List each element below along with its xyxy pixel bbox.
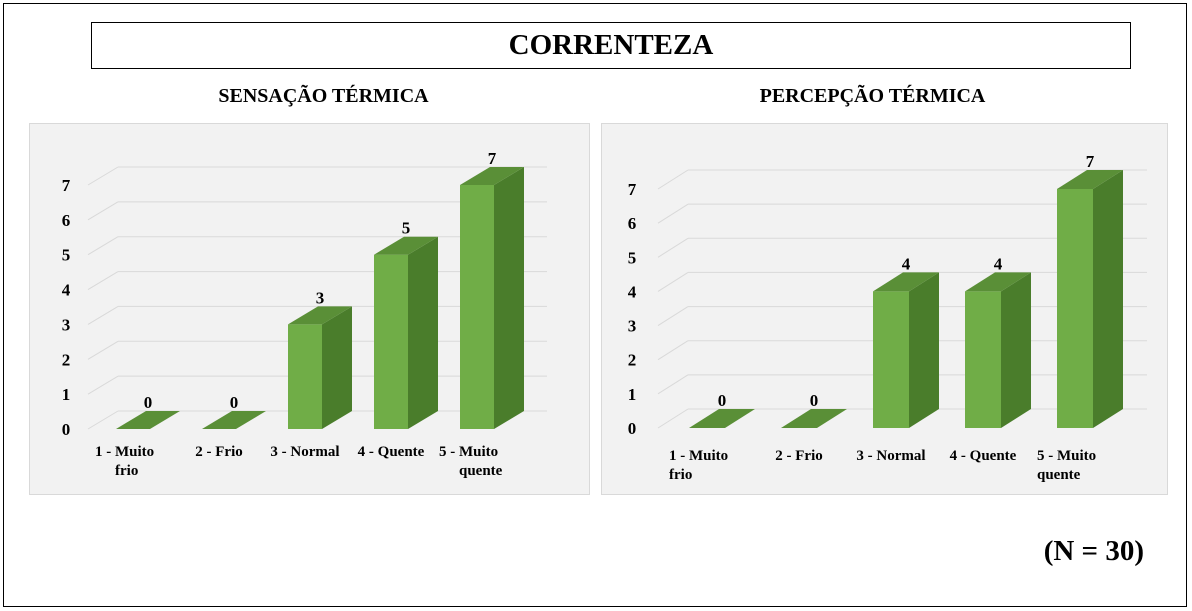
gridline-diag — [657, 306, 689, 326]
y-tick-label: 0 — [62, 420, 71, 439]
gridline-diag — [657, 340, 689, 361]
data-label: 5 — [402, 219, 411, 238]
gridline-diag — [657, 272, 689, 292]
bar-side — [909, 272, 939, 428]
category-label: 5 - Muito quente — [439, 444, 503, 479]
chart-sensacao-termica: 0 1 2 3 4 5 6 7 0 1 - Muito frio 0 2 - Frio 3 3 - Norm… — [29, 123, 590, 495]
gridline-diag — [657, 374, 689, 395]
chart-title-sensacao: SENSAÇÃO TÉRMICA — [218, 85, 429, 107]
bar-top — [1057, 170, 1123, 189]
bar-top — [460, 167, 524, 185]
data-label: 3 — [316, 288, 325, 307]
gridline-diag — [657, 203, 689, 224]
chart-percepcao-svg: 0 1 2 3 4 5 6 7 0 1 - Muito frio 0 2 - Frio 4 3 - Norm… — [628, 152, 1147, 483]
y-tick-label: 5 — [628, 248, 637, 267]
bar-side — [1001, 272, 1031, 428]
bar-side — [1093, 170, 1123, 428]
data-label: 7 — [488, 149, 497, 168]
category-label: 3 - Normal — [856, 448, 925, 464]
gridline-diag — [87, 236, 119, 256]
bar — [288, 324, 322, 429]
y-tick-label: 4 — [62, 281, 71, 300]
y-tick-label: 2 — [62, 350, 71, 369]
gridline-diag — [87, 305, 119, 325]
category-label: 3 - Normal — [270, 444, 339, 460]
category-label: 1 - Muito frio — [95, 444, 154, 479]
y-tick-label: 7 — [628, 180, 637, 199]
gridline-diag — [87, 271, 119, 291]
y-tick-label: 3 — [62, 315, 71, 334]
gridline-diag — [87, 340, 119, 360]
category-label: 4 - Quente — [950, 448, 1017, 464]
bar-flat — [781, 409, 847, 428]
data-label: 0 — [718, 391, 727, 410]
bar-flat — [689, 409, 755, 428]
bar-side — [408, 236, 438, 429]
gridline-diag — [87, 375, 119, 395]
bar-flat — [116, 411, 180, 429]
chart-sensacao-svg: 0 1 2 3 4 5 6 7 0 1 - Muito frio 0 2 - Frio 3 3 - Norm… — [62, 149, 547, 479]
category-label: 2 - Frio — [775, 448, 822, 464]
data-label: 0 — [810, 391, 819, 410]
y-tick-label: 7 — [62, 176, 71, 195]
page-title: CORRENTEZA — [91, 22, 1131, 69]
y-tick-label: 6 — [62, 211, 71, 230]
bar — [965, 291, 1001, 428]
sample-size-note: (N = 30) — [1043, 535, 1144, 567]
chart-title-percepcao: PERCEPÇÃO TÉRMICA — [759, 85, 986, 107]
gridline-diag — [87, 410, 119, 430]
data-label: 0 — [230, 393, 239, 412]
bar-top — [374, 236, 438, 255]
y-tick-label: 6 — [628, 214, 637, 233]
category-label: 4 - Quente — [358, 444, 425, 460]
y-tick-label: 3 — [628, 317, 637, 336]
category-label: 5 - Muito quente — [1037, 448, 1096, 483]
y-tick-label: 0 — [628, 419, 637, 438]
bar-top — [965, 272, 1031, 292]
y-tick-label: 5 — [62, 246, 71, 265]
gridline-diag — [87, 166, 119, 186]
gridline-diag — [657, 169, 689, 190]
category-label: 2 - Frio — [195, 444, 242, 460]
bar — [873, 291, 909, 428]
y-tick-label: 4 — [628, 282, 637, 301]
data-label: 7 — [1086, 152, 1095, 171]
data-label: 4 — [994, 254, 1003, 273]
outer-frame — [3, 3, 1187, 607]
bar-side — [494, 167, 524, 429]
y-tick-label: 2 — [628, 351, 637, 370]
bar — [460, 185, 494, 429]
gridline-diag — [87, 201, 119, 221]
y-tick-label: 1 — [628, 385, 637, 404]
bar-flat — [202, 411, 266, 429]
bar-side — [322, 306, 352, 429]
y-tick-label: 1 — [62, 385, 71, 404]
gridline-diag — [657, 408, 689, 429]
bar-top — [873, 272, 939, 292]
data-label: 0 — [144, 393, 153, 412]
bar — [1057, 189, 1093, 428]
chart-percepcao-termica: 0 1 2 3 4 5 6 7 0 1 - Muito frio 0 2 - Frio 4 3 - Norm… — [601, 123, 1168, 495]
data-label: 4 — [902, 254, 911, 273]
bar-top — [288, 306, 352, 325]
gridline-diag — [657, 237, 689, 258]
category-label: 1 - Muito frio — [669, 448, 728, 483]
bar — [374, 254, 408, 429]
